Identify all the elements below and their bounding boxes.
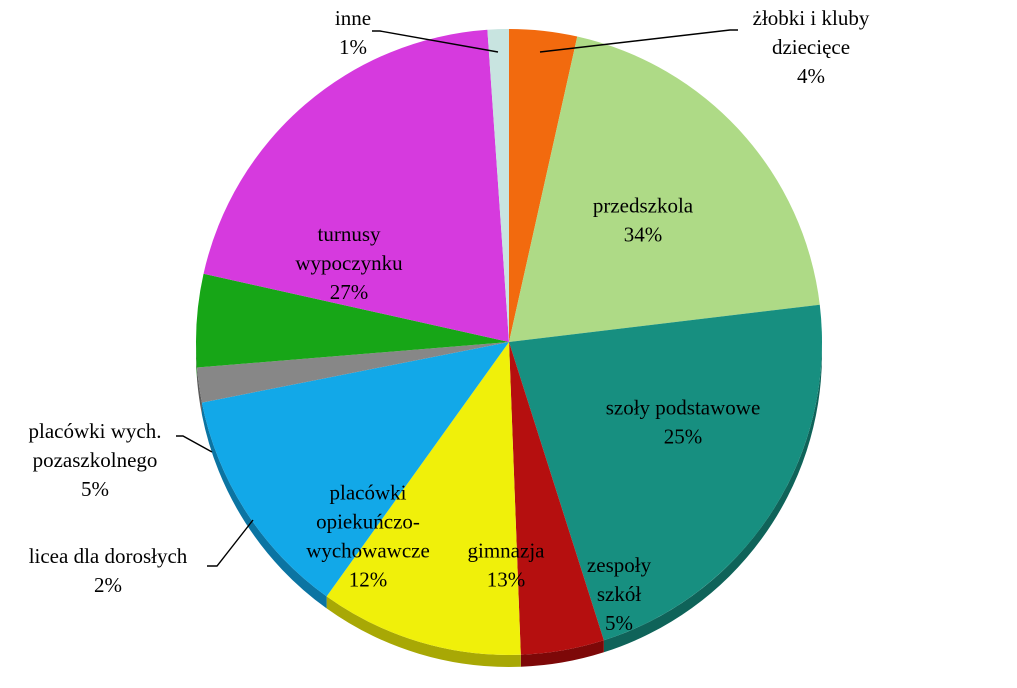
slice-label-line: gimnazja: [468, 539, 546, 563]
pie-slice-9: [487, 29, 509, 342]
pie-slice-4: [326, 342, 521, 655]
pie-slice-5: [201, 342, 509, 597]
slice-label-line: żłobki i kluby: [753, 6, 870, 30]
slice-edge-2: [603, 342, 822, 653]
slice-label-3: zespoły szkół 5%: [587, 553, 652, 635]
slice-label-line: turnusy: [318, 222, 382, 246]
slice-edge-7: [196, 342, 198, 380]
leader-line-7: [176, 435, 213, 453]
slice-label-1: przedszkola 34%: [593, 194, 694, 247]
slice-label-line: szoły podstawowe: [606, 396, 761, 420]
pie-slice-8: [203, 29, 509, 343]
slice-label-line: opiekuńczo-: [316, 510, 420, 534]
leader-line-6: [207, 519, 254, 567]
pie-slice-2: [509, 304, 823, 641]
slice-labels: żłobki i kluby dziecięce 4% przedszkola 34% s…: [29, 6, 870, 635]
slice-label-0: żłobki i kluby dziecięce 4%: [753, 6, 870, 88]
slice-label-8: turnusy wypoczynku 27%: [295, 222, 403, 304]
leader-line-9: [372, 30, 499, 53]
leader-lines: [176, 29, 738, 567]
slice-label-line: inne: [335, 6, 371, 30]
pie-3d-edge: [196, 342, 822, 667]
slice-label-line: placówki: [330, 481, 407, 505]
slice-edge-4: [326, 596, 521, 667]
slice-percent: 5%: [605, 611, 633, 635]
slice-label-line: placówki wych.: [29, 419, 162, 443]
pie-slice-3: [509, 342, 604, 655]
slice-edge-3: [520, 640, 604, 667]
slice-label-6: licea dla dorosłych 2%: [29, 544, 188, 597]
pie-slice-6: [197, 342, 509, 403]
slice-label-9: inne 1%: [335, 6, 371, 59]
slice-label-5: placówki opiekuńczo-wychowawcze 12%: [306, 481, 430, 592]
slice-percent: 27%: [330, 280, 369, 304]
slice-percent: 13%: [487, 568, 526, 592]
slice-label-line: przedszkola: [593, 194, 694, 218]
slice-percent: 1%: [339, 35, 367, 59]
slice-label-line: wychowawcze: [306, 539, 430, 563]
pie-slice-0: [509, 29, 578, 342]
slice-percent: 34%: [624, 223, 663, 247]
pie-slices: [196, 29, 823, 655]
slice-label-line: zespoły: [587, 553, 652, 577]
pie-slice-1: [509, 36, 820, 342]
slice-label-line: pozaszkolnego: [33, 448, 158, 472]
leader-line-0: [539, 29, 738, 53]
slice-edge-5: [201, 402, 327, 609]
slice-percent: 5%: [81, 477, 109, 501]
slice-percent: 12%: [349, 568, 388, 592]
slice-label-4: gimnazja 13%: [468, 539, 546, 592]
slice-label-line: szkół: [597, 582, 641, 606]
slice-percent: 4%: [797, 64, 825, 88]
pie-slice-7: [196, 273, 509, 368]
slice-label-line: dziecięce: [772, 35, 850, 59]
slice-edge-6: [197, 367, 202, 415]
slice-percent: 2%: [94, 573, 122, 597]
slice-percent: 25%: [664, 425, 703, 449]
slice-label-line: licea dla dorosłych: [29, 544, 188, 568]
slice-label-7: placówki wych. pozaszkolnego 5%: [29, 419, 162, 501]
slice-label-2: szoły podstawowe 25%: [606, 396, 761, 449]
slice-label-line: wypoczynku: [295, 251, 403, 275]
